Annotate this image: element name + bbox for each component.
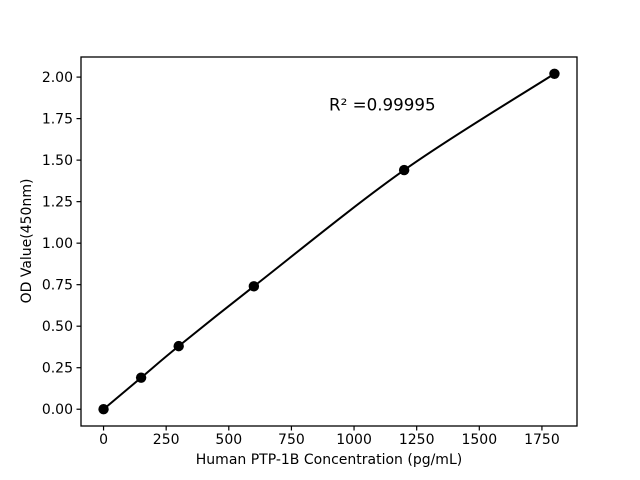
x-tick-label: 1000	[336, 432, 372, 448]
y-axis-label: OD Value(450nm)	[19, 179, 35, 304]
x-tick-label: 0	[99, 432, 108, 448]
axes-spines	[80, 56, 578, 427]
data-point-marker	[98, 404, 109, 415]
y-tick-label: 0.50	[42, 319, 73, 335]
data-point-marker	[135, 372, 147, 383]
y-tick-label: 1.75	[42, 112, 73, 128]
y-tick-label: 2.00	[42, 70, 73, 86]
y-tick-label: 0.00	[42, 402, 73, 418]
r-squared-annotation: R² =0.99995	[329, 94, 436, 114]
x-tick-label: 1250	[399, 432, 435, 448]
data-point-marker	[549, 68, 560, 79]
x-tick-label: 750	[278, 432, 305, 448]
x-tick-label: 1500	[461, 432, 497, 448]
x-tick-label: 1750	[524, 432, 560, 448]
plot-area: 0 250 500 750 1000 1250 1500 1750 0.00 0.25 0.50 0.…	[42, 56, 578, 448]
x-axis-label: Human PTP-1B Concentration (pg/mL)	[196, 452, 462, 468]
y-tick-label: 0.25	[42, 361, 73, 377]
data-point-marker	[398, 164, 410, 176]
x-tick-label: 500	[215, 432, 242, 448]
y-tick-label: 1.50	[42, 153, 73, 169]
y-tick-label: 1.00	[42, 236, 73, 252]
x-tick-label: 250	[153, 432, 180, 448]
data-point-marker	[173, 340, 184, 352]
data-point-marker	[248, 281, 260, 292]
y-tick-label: 1.25	[42, 195, 73, 211]
y-tick-label: 0.75	[42, 278, 73, 294]
